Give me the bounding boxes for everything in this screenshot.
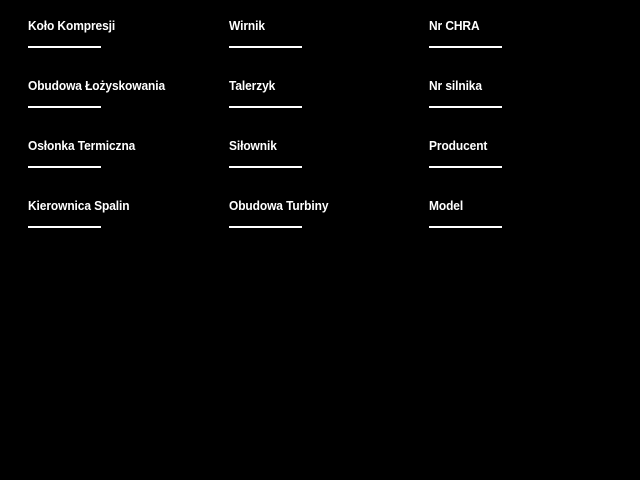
field-label: Nr silnika <box>429 78 482 93</box>
field-silownik[interactable]: Siłownik <box>229 138 419 168</box>
parts-form-grid: Koło Kompresji Obudowa Łożyskowania Osło… <box>28 18 619 228</box>
field-label: Producent <box>429 138 488 153</box>
field-kierownica-spalin[interactable]: Kierownica Spalin <box>28 198 218 228</box>
field-underline[interactable] <box>28 106 101 108</box>
field-wirnik[interactable]: Wirnik <box>229 18 419 48</box>
field-underline[interactable] <box>429 106 502 108</box>
field-nr-silnika[interactable]: Nr silnika <box>429 78 619 108</box>
field-underline[interactable] <box>28 46 101 48</box>
field-oslonka-termiczna[interactable]: Osłonka Termiczna <box>28 138 218 168</box>
field-underline[interactable] <box>429 166 502 168</box>
field-label: Talerzyk <box>229 78 276 93</box>
field-underline[interactable] <box>229 46 302 48</box>
field-kolo-kompresji[interactable]: Koło Kompresji <box>28 18 218 48</box>
field-label: Obudowa Łożyskowania <box>28 78 166 93</box>
field-underline[interactable] <box>429 226 502 228</box>
field-underline[interactable] <box>229 106 302 108</box>
field-label: Koło Kompresji <box>28 18 116 33</box>
field-obudowa-turbiny[interactable]: Obudowa Turbiny <box>229 198 419 228</box>
field-nr-chra[interactable]: Nr CHRA <box>429 18 619 48</box>
field-model[interactable]: Model <box>429 198 619 228</box>
field-label: Siłownik <box>229 138 277 153</box>
field-talerzyk[interactable]: Talerzyk <box>229 78 419 108</box>
field-label: Osłonka Termiczna <box>28 138 136 153</box>
field-producent[interactable]: Producent <box>429 138 619 168</box>
field-underline[interactable] <box>429 46 502 48</box>
field-underline[interactable] <box>28 226 101 228</box>
field-obudowa-lozyskowania[interactable]: Obudowa Łożyskowania <box>28 78 218 108</box>
field-underline[interactable] <box>229 226 302 228</box>
field-label: Wirnik <box>229 18 265 33</box>
field-underline[interactable] <box>28 166 101 168</box>
field-label: Kierownica Spalin <box>28 198 130 213</box>
field-underline[interactable] <box>229 166 302 168</box>
field-label: Nr CHRA <box>429 18 480 33</box>
field-label: Model <box>429 198 464 213</box>
field-label: Obudowa Turbiny <box>229 198 329 213</box>
